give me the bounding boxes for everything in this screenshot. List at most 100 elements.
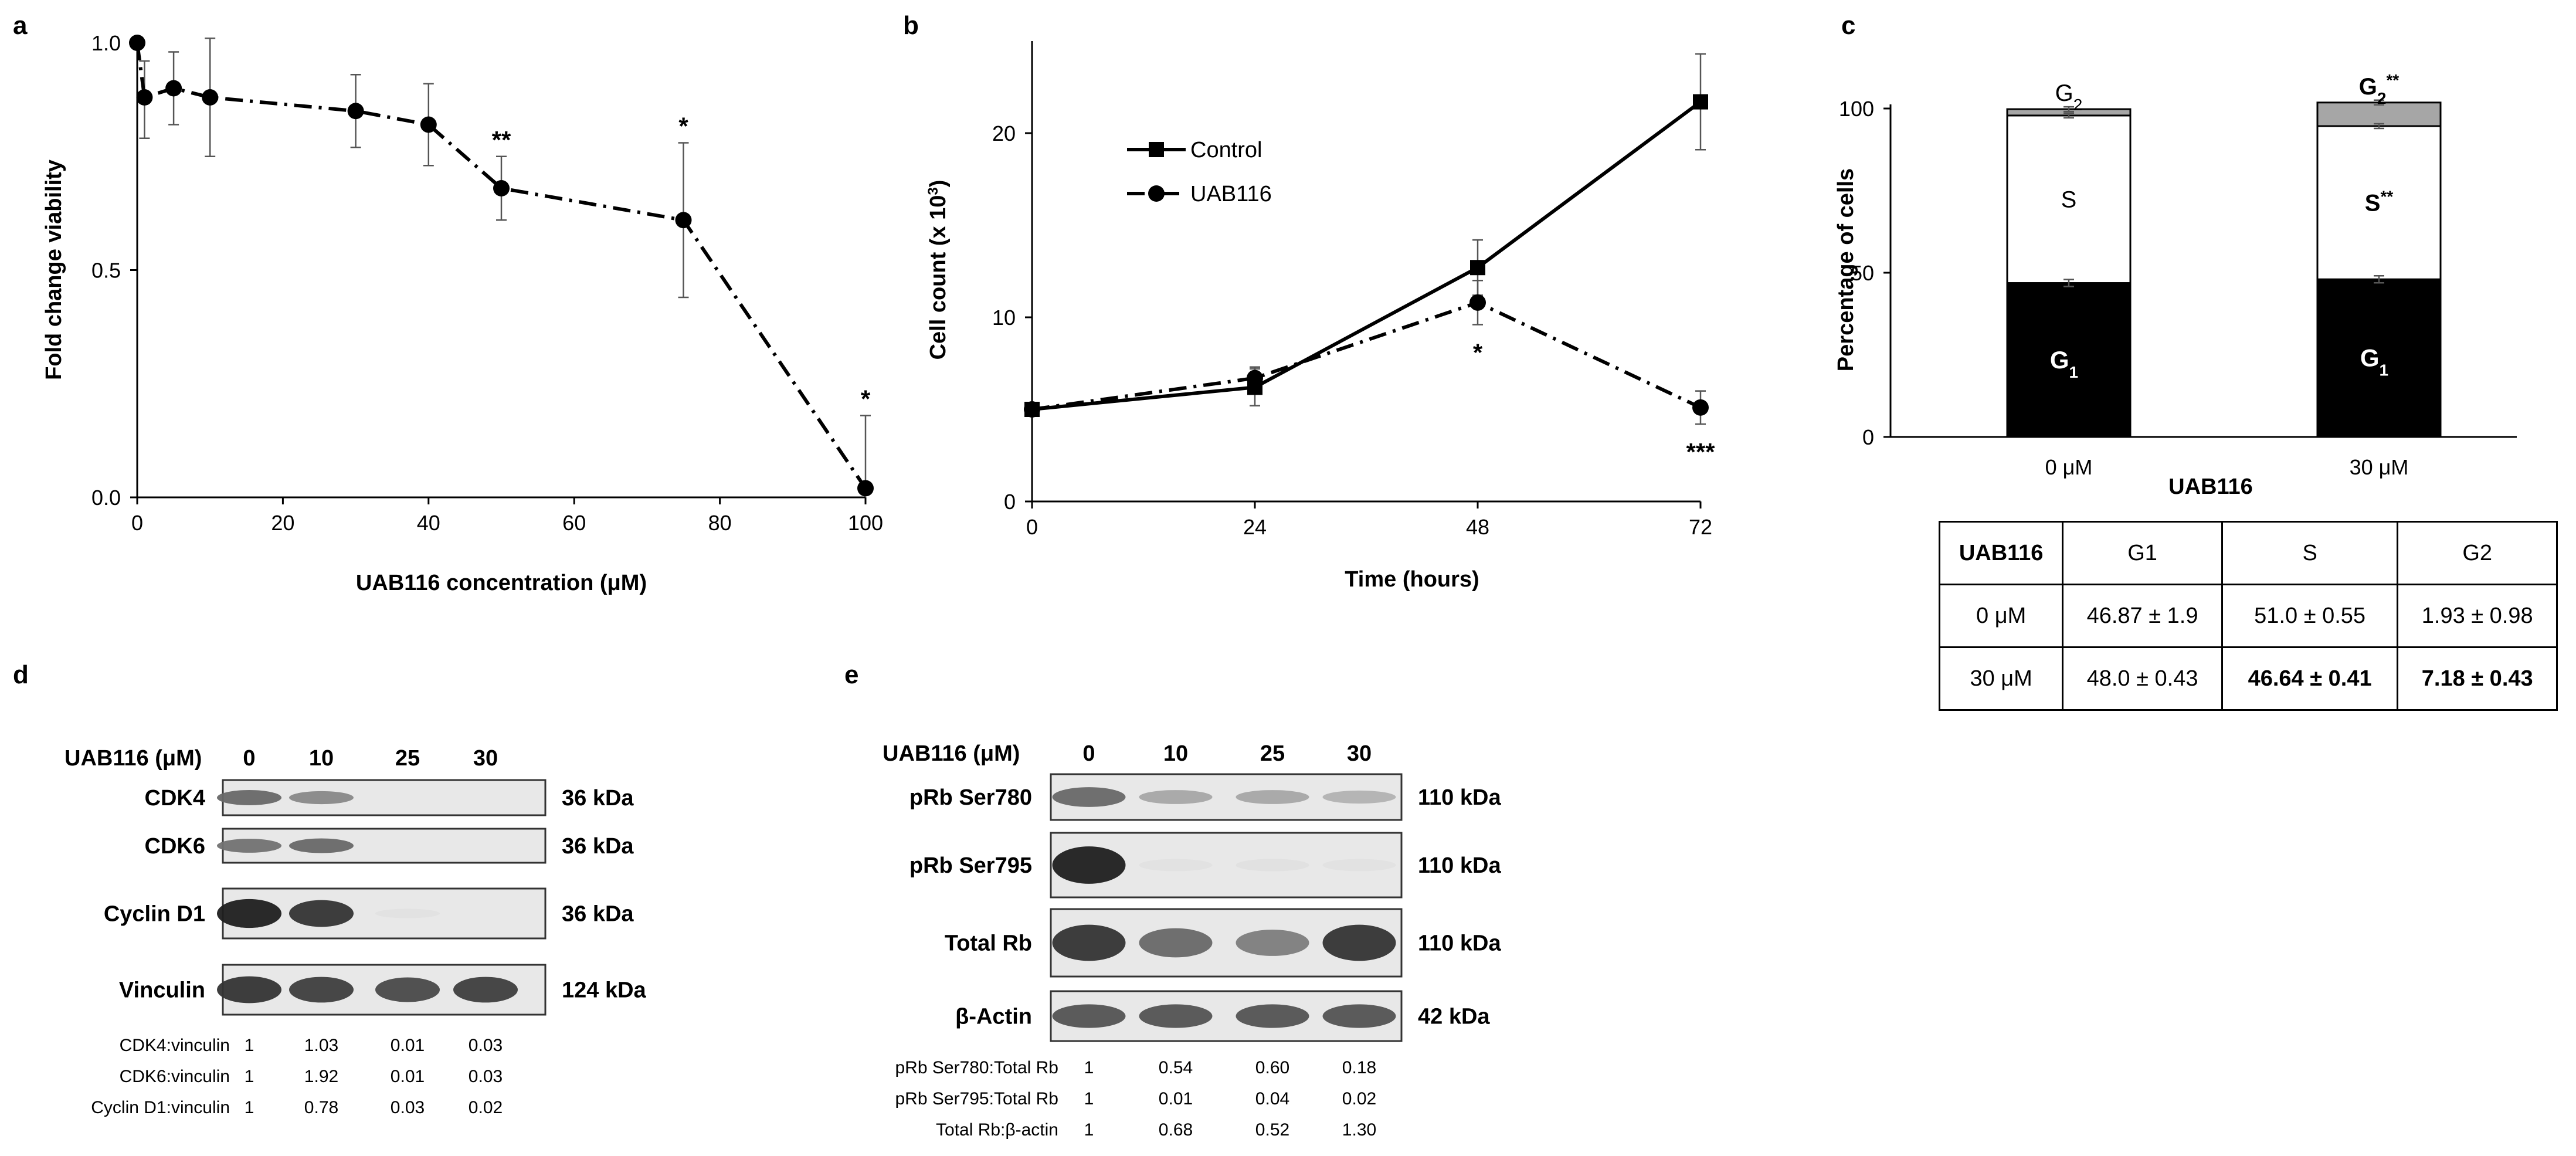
chart-a-xtick-label: 80 [708, 511, 732, 535]
blot_d-kda-label: 36 kDa [562, 902, 634, 927]
chart-a-point [857, 480, 874, 497]
chart-a-significance: ** [492, 126, 511, 154]
blot_d-band [289, 977, 354, 1003]
chart-c-xlabel: UAB116 [2168, 474, 2253, 499]
blot_d-quant-label: CDK6:vinculin [120, 1067, 230, 1086]
chart-b-significance: *** [1686, 438, 1715, 466]
chart-b-xtick-label: 72 [1689, 515, 1712, 539]
panel-label-c: c [1841, 11, 1855, 40]
chart-b-ytick-label: 0 [1004, 490, 1016, 514]
table-cell: 0 μM [1938, 584, 2064, 648]
table-cell: 46.87 ± 1.9 [2062, 584, 2223, 648]
blot_d-protein-label: Vinculin [119, 978, 205, 1003]
blot_d-band [289, 791, 354, 805]
blot_e-dose-label: 0 [1082, 741, 1095, 766]
chart-c-segment-label-s: S [2061, 187, 2077, 213]
chart-c-bar-s [2006, 114, 2132, 284]
blot_d-quant-value: 0.03 [469, 1036, 503, 1055]
chart-b-significance: * [1473, 339, 1483, 367]
blot_d-kda-label: 124 kDa [562, 978, 647, 1003]
chart-b-point-uab116 [1024, 401, 1040, 418]
blot_e-band [1236, 1004, 1309, 1028]
chart-c-bar-s [2316, 125, 2442, 280]
chart-b-xtick-label: 0 [1026, 515, 1038, 539]
blot_e-kda-label: 110 kDa [1418, 785, 1501, 810]
blot_d-quant-label: Cyclin D1:vinculin [91, 1098, 230, 1117]
table-cell: 1.93 ± 0.98 [2397, 584, 2558, 648]
blot_d-quant-value: 0.01 [391, 1067, 425, 1086]
blot_e-band [1139, 859, 1213, 872]
blot_d-protein-label: CDK4 [145, 786, 205, 811]
blot_d-band [217, 899, 281, 928]
blot_e-dose-label: 30 [1347, 741, 1372, 766]
blot_e-quant-value: 0.52 [1255, 1120, 1289, 1140]
panel-label-a: a [13, 11, 28, 40]
chart-c-category-label: 30 μM [2350, 455, 2409, 479]
panel-label-e: e [844, 660, 858, 689]
blot_e-quant-label: Total Rb:β-actin [936, 1120, 1058, 1140]
blot_d-band [217, 790, 281, 805]
blot_d-quant-value: 1.92 [304, 1067, 338, 1086]
blot_d-quant-value: 0.03 [391, 1098, 425, 1117]
blot_e-band [1139, 928, 1213, 958]
blot_e-band [1236, 859, 1309, 872]
chart-a-point [165, 80, 182, 97]
blot_d-kda-label: 36 kDa [562, 786, 634, 811]
table-cell: 7.18 ± 0.43 [2397, 646, 2558, 711]
chart-b-xtick-label: 48 [1466, 515, 1489, 539]
legend-label-uab116: UAB116 [1190, 182, 1272, 206]
blot-e: UAB116 (μM) 0 10 25 30 pRb Ser780 110 kDa pRb… [883, 741, 1501, 1140]
blot-d: UAB116 (μM) 0 10 25 30 CDK4 36 kDa CDK6 36 kDa… [65, 746, 647, 1117]
chart-c-category-label: 0 μM [2045, 455, 2093, 479]
legend-label-control: Control [1190, 138, 1262, 162]
chart-c-ylabel: Percentage of cells [1834, 168, 1858, 371]
blot_d-quant-value: 0.01 [391, 1036, 425, 1055]
table-cell: 51.0 ± 0.55 [2221, 584, 2399, 648]
panel-label-b: b [903, 11, 919, 40]
blot_d-dose-label: 10 [309, 746, 334, 771]
blot_e-band [1139, 790, 1213, 804]
chart-a-point [675, 212, 692, 229]
chart-a-point [129, 35, 145, 51]
blot_e-protein-label: β-Actin [955, 1005, 1032, 1029]
legend-marker-control [1149, 142, 1164, 157]
blot_d-dose-label: 30 [473, 746, 498, 771]
chart-a-xtick-label: 0 [131, 511, 143, 535]
blot_e-band [1322, 924, 1396, 961]
blot_d-band [375, 908, 440, 918]
chart-a-ylabel: Fold change viability [42, 160, 66, 380]
chart-b-point-control [1470, 260, 1485, 276]
blot_e-band [1052, 924, 1126, 961]
blot_e-band [1139, 1004, 1213, 1028]
table-cell: 48.0 ± 0.43 [2062, 646, 2223, 711]
legend-marker-uab116 [1148, 185, 1165, 202]
blot_e-quant-value: 0.68 [1159, 1120, 1193, 1140]
blot_e-quant-value: 1 [1084, 1120, 1094, 1140]
blot_d-quant-value: 1.03 [304, 1036, 338, 1055]
blot_e-quant-value: 0.02 [1342, 1089, 1376, 1108]
blot_e-band [1052, 846, 1126, 884]
chart-c-ytick-label: 0 [1862, 425, 1874, 449]
blot_e-band [1052, 787, 1126, 807]
chart-b-xlabel: Time (hours) [1345, 567, 1479, 592]
blot_e-quant-value: 0.60 [1255, 1058, 1289, 1077]
blot_e-quant-value: 0.04 [1255, 1089, 1289, 1108]
blot_e-band [1322, 1004, 1396, 1028]
chart-a-xtick-label: 60 [562, 511, 586, 535]
chart-a-xtick-label: 100 [848, 511, 883, 535]
chart-a-point [493, 180, 510, 196]
blot_d-band [289, 900, 354, 927]
chart-a-point [202, 89, 219, 106]
blot-e-dose-label: UAB116 (μM) [883, 741, 1020, 766]
chart-a-significance: * [861, 385, 871, 413]
chart-b-point-uab116 [1469, 294, 1486, 311]
chart-b-xtick-label: 24 [1243, 515, 1267, 539]
chart-a-point [347, 103, 364, 120]
blot_d-quant-value: 1 [245, 1036, 254, 1055]
blot_d-quant-value: 0.03 [469, 1067, 503, 1086]
blot_e-protein-label: pRb Ser780 [909, 785, 1032, 810]
chart-c-bar-g1 [2316, 278, 2442, 438]
chart-c-bar-g1 [2006, 282, 2132, 438]
